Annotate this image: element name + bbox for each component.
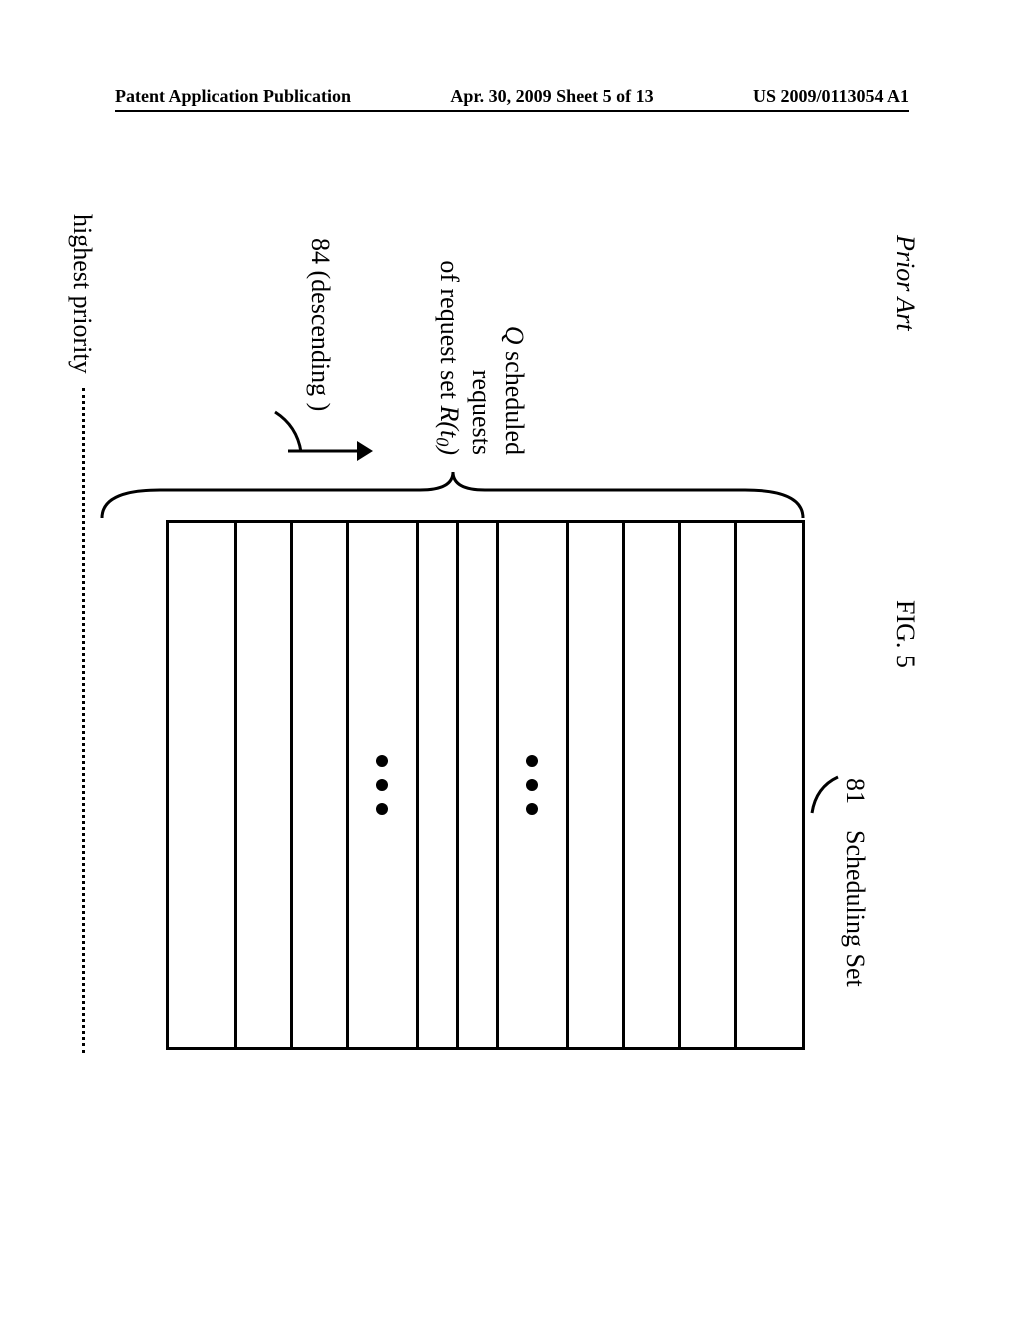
page: Patent Application Publication Apr. 30, … bbox=[0, 0, 1024, 1320]
r-italic: R(t0) bbox=[435, 405, 464, 455]
header-center: Apr. 30, 2009 Sheet 5 of 13 bbox=[450, 86, 653, 107]
q-line2: requests bbox=[465, 230, 498, 455]
stack-row bbox=[169, 523, 237, 1047]
page-header: Patent Application Publication Apr. 30, … bbox=[115, 86, 909, 107]
dot-icon bbox=[527, 755, 539, 767]
highest-priority-label: highest priority bbox=[67, 214, 97, 374]
highest-priority-line bbox=[82, 388, 85, 1053]
figure-5: Prior Art FIG. 5 81 Scheduling Set bbox=[65, 210, 935, 1080]
stack-row bbox=[625, 523, 681, 1047]
stack-row bbox=[237, 523, 293, 1047]
dot-icon bbox=[377, 755, 389, 767]
stack-row bbox=[293, 523, 349, 1047]
stack-row bbox=[459, 523, 499, 1047]
lead-line-84-icon bbox=[273, 410, 303, 454]
lead-line-81-icon bbox=[810, 775, 840, 815]
stack-row bbox=[737, 523, 805, 1047]
descending-label: 84 (descending ) bbox=[305, 238, 335, 411]
prior-art-label: Prior Art bbox=[890, 235, 920, 331]
q-scheduled-text: Q scheduled requests of request set R(t0… bbox=[431, 230, 530, 455]
stack-ellipsis bbox=[499, 523, 569, 1047]
stack-ellipsis bbox=[349, 523, 419, 1047]
header-left: Patent Application Publication bbox=[115, 86, 351, 107]
q-line3-prefix: of request set bbox=[435, 260, 464, 405]
q-line3: of request set R(t0) bbox=[431, 230, 465, 455]
scheduling-set-stack bbox=[166, 520, 805, 1050]
scheduling-set-label: 81 Scheduling Set bbox=[840, 778, 870, 987]
figure-rotated-group: Prior Art FIG. 5 81 Scheduling Set bbox=[65, 210, 935, 1080]
dot-icon bbox=[527, 803, 539, 815]
scheduling-set-text: Scheduling Set bbox=[841, 830, 870, 987]
q-italic: Q bbox=[500, 326, 529, 345]
stack-row bbox=[419, 523, 459, 1047]
q-line1: Q scheduled bbox=[498, 230, 531, 455]
r-open: R(t bbox=[435, 405, 464, 437]
stack-row bbox=[681, 523, 737, 1047]
header-rule bbox=[115, 110, 909, 112]
dot-icon bbox=[377, 803, 389, 815]
r-close: ) bbox=[435, 446, 464, 455]
curly-brace-icon bbox=[100, 470, 805, 520]
dot-icon bbox=[377, 779, 389, 791]
q-line1-rest: scheduled bbox=[500, 345, 529, 455]
header-right: US 2009/0113054 A1 bbox=[753, 86, 909, 107]
dot-icon bbox=[527, 779, 539, 791]
ref-81: 81 bbox=[841, 778, 870, 804]
r-sub: 0 bbox=[432, 437, 452, 446]
figure-area: Prior Art FIG. 5 81 Scheduling Set bbox=[65, 210, 935, 1080]
stack-row bbox=[569, 523, 625, 1047]
figure-label: FIG. 5 bbox=[890, 600, 920, 668]
